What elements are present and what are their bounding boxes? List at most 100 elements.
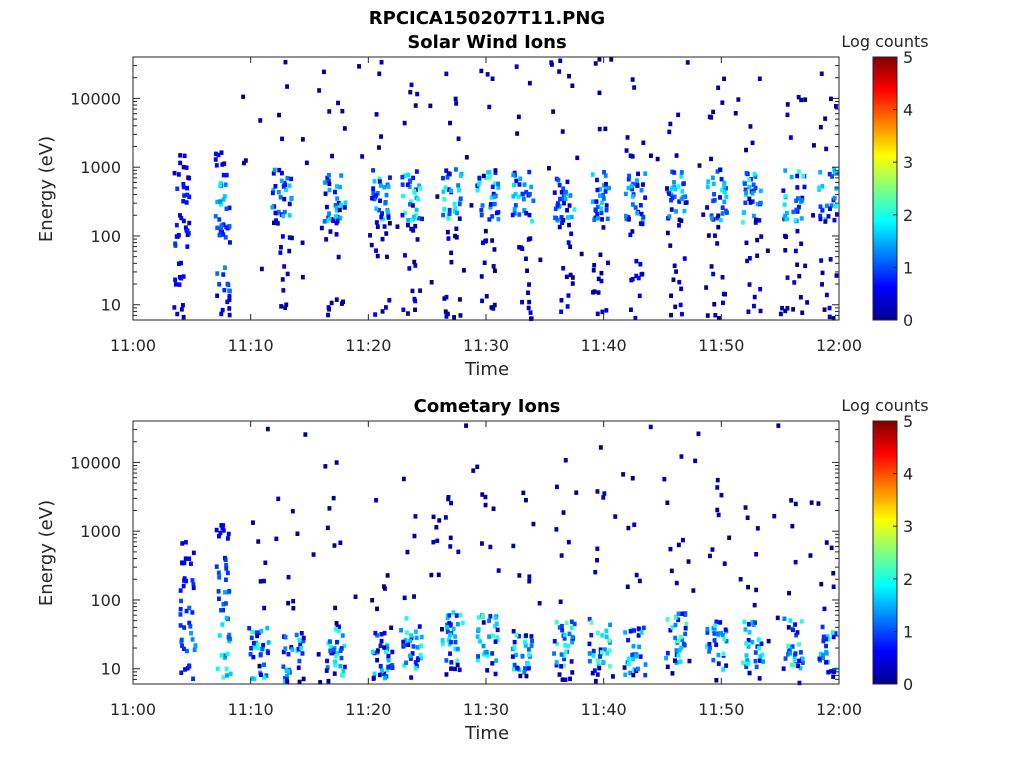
heatmap-cell [282, 180, 287, 186]
heatmap-cell [408, 179, 413, 184]
heatmap-cell [190, 637, 195, 642]
heatmap-cell [180, 643, 184, 649]
heatmap-cell [492, 201, 497, 207]
heatmap-cell [341, 668, 346, 674]
heatmap-cell [669, 186, 674, 191]
heatmap-cell [512, 645, 517, 650]
heatmap-cell [667, 214, 672, 219]
heatmap-cell [227, 205, 232, 211]
heatmap-cell [752, 303, 756, 309]
heatmap-cell [454, 613, 459, 618]
heatmap-cell [266, 650, 270, 656]
heatmap-cell [683, 200, 688, 205]
heatmap-cell [641, 625, 646, 631]
heatmap-cell [495, 635, 500, 640]
heatmap-cell [568, 272, 573, 278]
heatmap-cell [595, 311, 600, 317]
heatmap-cell [185, 228, 190, 234]
heatmap-cell [511, 543, 516, 549]
heatmap-cell [317, 88, 322, 93]
heatmap-cell [600, 217, 604, 222]
heatmap-cell [595, 177, 599, 183]
heatmap-cell [224, 577, 228, 582]
heatmap-cell [676, 542, 681, 548]
heatmap-cell [834, 273, 839, 278]
heatmap-cell [270, 205, 275, 210]
heatmap-cell [431, 539, 436, 545]
heatmap-cell [630, 229, 635, 234]
heatmap-cell [457, 667, 462, 673]
heatmap-cell [526, 237, 531, 242]
heatmap-cell [721, 651, 726, 657]
heatmap-cell [754, 552, 759, 557]
heatmap-cell [281, 664, 286, 669]
heatmap-cell [488, 614, 493, 619]
heatmap-cell [385, 644, 390, 649]
heatmap-cell [456, 136, 461, 141]
heatmap-cell [707, 649, 712, 654]
heatmap-cell [300, 137, 305, 142]
heatmap-cell [672, 180, 676, 185]
heatmap-cell [379, 60, 384, 65]
heatmap-cell [567, 631, 572, 637]
y-tick-label: 10000 [70, 89, 121, 108]
heatmap-cell [271, 171, 276, 176]
heatmap-cell [631, 644, 636, 649]
heatmap-cell [747, 177, 752, 183]
heatmap-cell [559, 298, 564, 303]
heatmap-cell [331, 495, 336, 501]
x-tick-label: 11:10 [228, 336, 274, 355]
heatmap-cell [564, 620, 569, 626]
heatmap-cell [603, 173, 608, 178]
heatmap-cell [673, 658, 677, 663]
heatmap-cell [687, 658, 692, 664]
heatmap-cell [512, 207, 517, 212]
heatmap-cell [595, 630, 600, 635]
heatmap-cell [678, 302, 683, 308]
heatmap-cell [834, 104, 838, 109]
x-tick-label: 11:50 [698, 700, 744, 719]
heatmap-cell [334, 297, 339, 302]
heatmap-cell [766, 638, 771, 644]
heatmap-cell [407, 653, 412, 659]
heatmap-cell [604, 207, 609, 213]
heatmap-cell [218, 530, 223, 536]
heatmap-cell [637, 293, 642, 299]
heatmap-cell [745, 661, 750, 666]
heatmap-cell [188, 624, 193, 629]
heatmap-cell [595, 187, 600, 193]
heatmap-cell [227, 306, 232, 311]
heatmap-cell [784, 234, 788, 240]
heatmap-cell [753, 185, 758, 191]
heatmap-cell [590, 172, 595, 177]
heatmap-cell [225, 651, 230, 657]
heatmap-cell [679, 645, 684, 651]
heatmap-cell [818, 651, 823, 657]
heatmap-cell [741, 220, 745, 225]
heatmap-cell [375, 657, 380, 663]
heatmap-cell [714, 642, 719, 647]
heatmap-cell [557, 625, 562, 630]
heatmap-cell [630, 476, 635, 481]
heatmap-cell [435, 194, 440, 199]
heatmap-cell [827, 314, 832, 320]
heatmap-cell [709, 216, 714, 221]
heatmap-cell [632, 85, 637, 90]
heatmap-cell [452, 201, 457, 207]
heatmap-cell [408, 656, 413, 661]
heatmap-cell [682, 256, 687, 261]
heatmap-cell [412, 594, 416, 599]
heatmap-cell [601, 196, 606, 201]
heatmap-cell [413, 666, 418, 671]
heatmap-cell [785, 112, 790, 118]
heatmap-cell [831, 316, 836, 321]
heatmap-cell [515, 131, 520, 136]
heatmap-cell [227, 312, 232, 318]
heatmap-cell [390, 649, 395, 655]
heatmap-cell [285, 271, 290, 277]
heatmap-cell [325, 175, 330, 181]
heatmap-cell [715, 507, 720, 513]
heatmap-cell [593, 678, 598, 684]
heatmap-cell [671, 277, 676, 282]
heatmap-cell [783, 308, 788, 314]
